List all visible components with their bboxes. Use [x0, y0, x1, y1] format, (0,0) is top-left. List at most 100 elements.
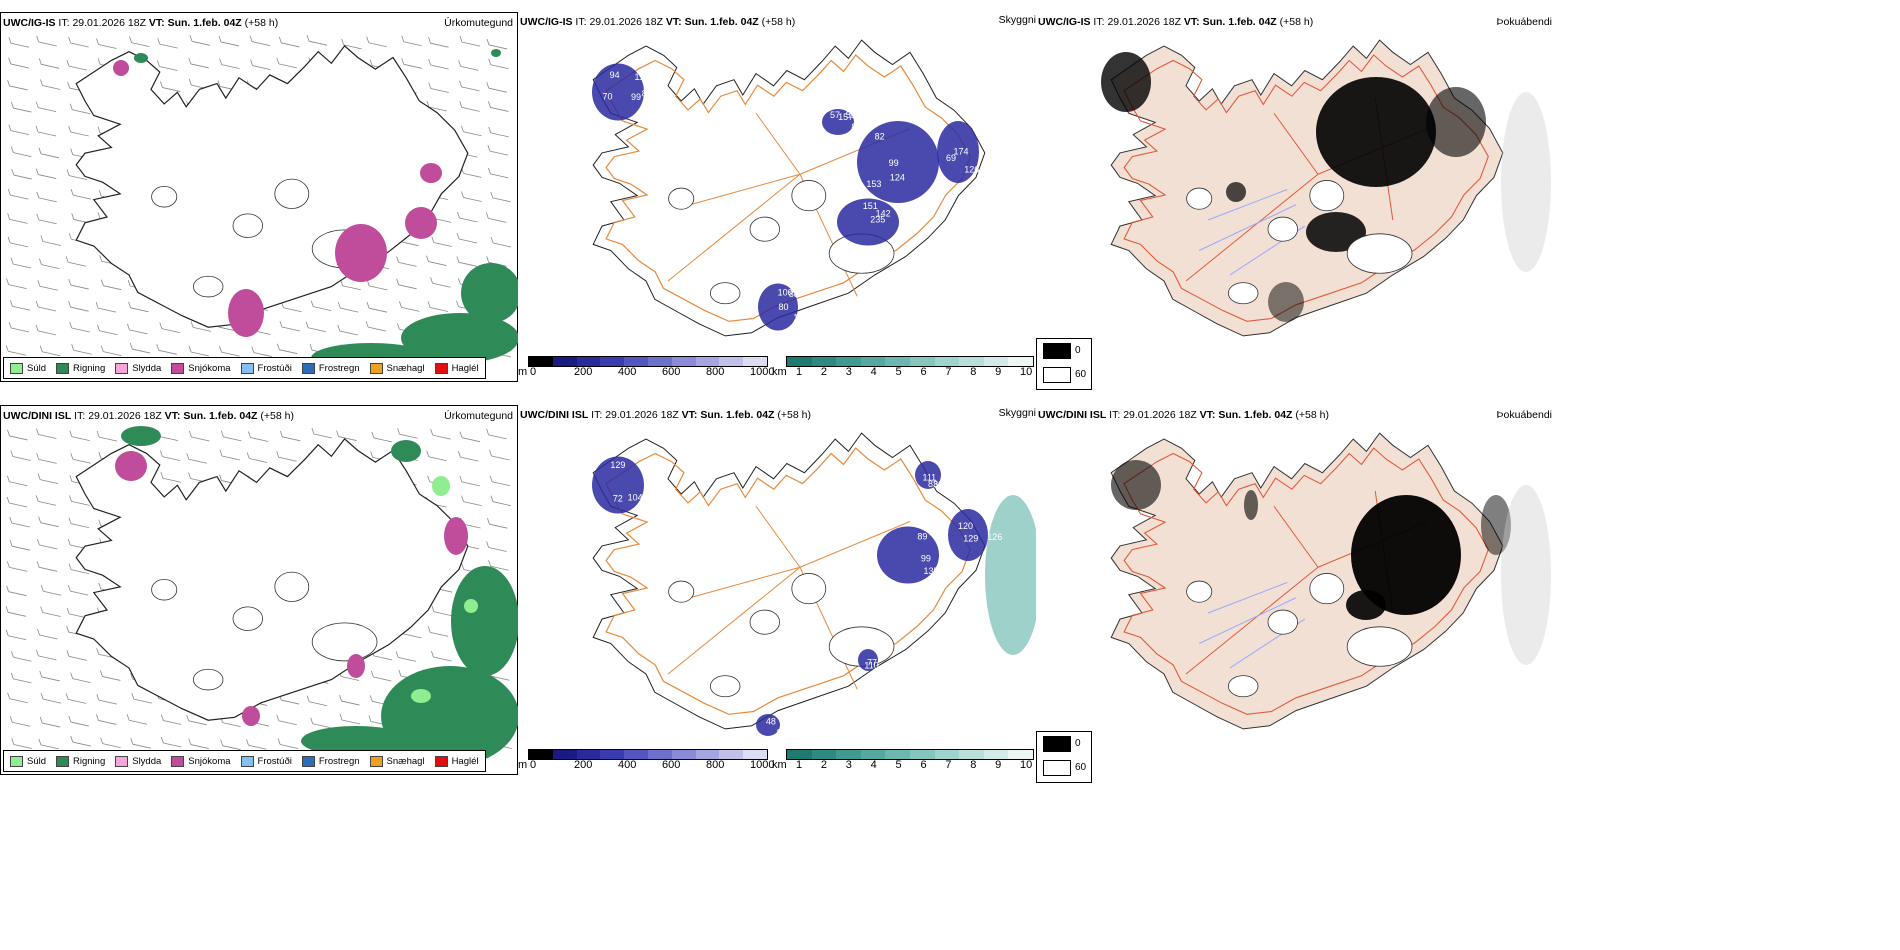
fog-area	[1226, 182, 1246, 202]
wind-barb	[459, 80, 480, 92]
wind-barb	[310, 300, 332, 312]
wind-barb	[306, 695, 328, 707]
map-title: Úrkomutegund	[444, 17, 513, 29]
snow-area	[115, 451, 147, 481]
wind-barb	[7, 79, 28, 91]
legend-item: Snjókoma	[171, 362, 231, 374]
colorbar-tick: 600	[662, 759, 681, 771]
fog-area	[1268, 282, 1304, 322]
wind-barb	[128, 301, 149, 313]
wind-barb	[490, 191, 511, 203]
wind-barb	[11, 168, 32, 180]
wind-barb	[428, 58, 449, 70]
wind-barb	[35, 300, 57, 312]
glacier-outline	[151, 578, 178, 601]
wind-barb	[37, 280, 58, 291]
visibility-label: 129	[963, 534, 978, 544]
wind-barb	[486, 38, 508, 50]
colorbar-tick: 6	[920, 366, 927, 378]
legend-item: Snæhagl	[369, 755, 425, 767]
glacier-outline	[668, 580, 695, 603]
wind-barb	[39, 716, 61, 728]
wind-barb	[6, 278, 27, 290]
low-visibility-area	[858, 649, 878, 671]
map-header: UWC/IG-IS IT: 29.01.2026 18Z VT: Sun. 1.…	[1038, 16, 1314, 28]
wind-barb	[35, 495, 57, 506]
legend-item: Frostúði	[240, 362, 292, 374]
visibility-label: 72	[613, 494, 623, 504]
glacier-outline	[1267, 216, 1299, 242]
glacier-outline	[192, 668, 224, 691]
wind-barb	[366, 36, 387, 48]
low-visibility-area	[948, 509, 988, 561]
visibility-label: 124	[890, 173, 905, 183]
wind-barb	[157, 430, 179, 442]
colorbar-tick: 200	[574, 759, 593, 771]
wind-barb	[10, 672, 32, 684]
map-header: UWC/DINI ISL IT: 29.01.2026 18Z VT: Sun.…	[520, 409, 811, 421]
wind-barb	[6, 475, 28, 487]
wind-barb	[70, 453, 91, 464]
wind-barb	[126, 714, 148, 725]
wind-barb	[488, 126, 509, 138]
glacier-outline	[232, 213, 264, 238]
legend-item: Haglél	[434, 362, 479, 374]
wind-barb	[37, 538, 58, 550]
wind-barb	[341, 38, 362, 50]
drizzle-area	[432, 476, 450, 496]
precip-map-canvas	[5, 426, 519, 766]
legend-label: Snæhagl	[386, 362, 425, 374]
wind-barb	[337, 302, 359, 313]
wind-barb	[70, 672, 91, 684]
rain-area	[121, 426, 161, 446]
low-visibility-area	[837, 198, 899, 246]
wind-barb	[6, 496, 28, 508]
wind-barb	[10, 450, 31, 461]
visibility-label: 58	[892, 236, 902, 246]
legend-label: Frostregn	[318, 755, 360, 767]
legend-label: Snjókoma	[188, 362, 231, 374]
wind-barb	[220, 739, 241, 751]
glacier-outline	[749, 216, 781, 242]
glacier-outline	[1186, 187, 1213, 210]
glacier-outline	[1227, 282, 1259, 305]
legend-swatch	[115, 755, 129, 767]
colorbar-tick: 4	[870, 759, 877, 771]
wind-barb	[36, 453, 57, 464]
height-colorbar: m 0 200 400 600 800 1000	[518, 749, 774, 775]
rain-area	[134, 53, 148, 63]
wind-barb	[188, 738, 209, 749]
fog-high-swatch	[1043, 343, 1071, 359]
wind-barb	[10, 257, 32, 269]
legend-label: Haglél	[451, 755, 479, 767]
visibility-label: 99	[631, 92, 641, 102]
visibility-label: 135	[924, 566, 939, 576]
fog-area	[1481, 495, 1511, 555]
wind-barb	[306, 35, 328, 46]
visibility-label: 94	[610, 70, 620, 80]
legend-item: Frostregn	[301, 755, 360, 767]
wind-barb	[35, 324, 57, 336]
legend-item: Slydda	[115, 755, 162, 767]
wind-barb	[38, 58, 60, 69]
wind-barb	[9, 716, 31, 727]
legend-label: Frostúði	[257, 755, 292, 767]
snow-area	[242, 706, 260, 726]
legend-label: Slydda	[132, 755, 162, 767]
precip-legend: Súld Rigning Slydda Snjókoma Frostúði Frostre…	[3, 357, 486, 379]
wind-barb	[431, 236, 452, 247]
wind-barb	[157, 60, 178, 71]
wind-barb	[68, 278, 89, 290]
map-header: UWC/IG-IS IT: 29.01.2026 18Z VT: Sun. 1.…	[520, 16, 796, 28]
visibility-label: 99	[889, 158, 899, 168]
wind-barb	[8, 321, 30, 333]
glacier-outline	[1346, 626, 1413, 667]
legend-label: Rigning	[73, 362, 106, 374]
visibility-label: 157	[838, 112, 853, 122]
legend-swatch	[171, 362, 185, 374]
map-title: Þokuábendi	[1496, 409, 1552, 421]
colorbar-tick: 5	[895, 366, 902, 378]
wind-barb	[486, 541, 507, 552]
wind-barb	[8, 124, 29, 136]
wind-barb	[96, 431, 118, 442]
